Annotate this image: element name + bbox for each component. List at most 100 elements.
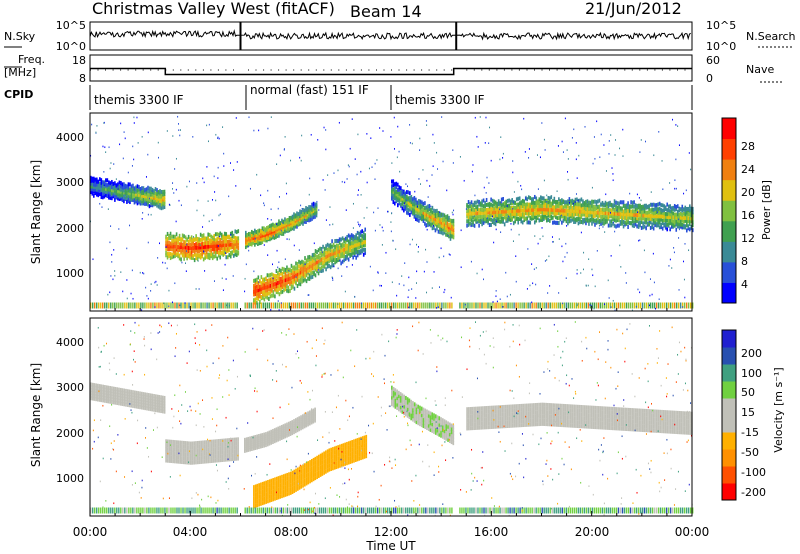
- power-cell: [308, 302, 311, 309]
- power-cell: [597, 199, 599, 204]
- power-cell: [634, 222, 637, 227]
- power-cell: [445, 302, 447, 309]
- power-cell: [293, 219, 295, 224]
- power-cell: [235, 242, 238, 247]
- velocity-cell: [301, 425, 304, 430]
- power-cell: [139, 201, 142, 206]
- power-cell: [487, 218, 489, 223]
- power-cell: [304, 261, 306, 266]
- power-noise: [356, 231, 358, 233]
- power-cell: [419, 211, 422, 216]
- power-noise: [337, 169, 339, 172]
- power-cell: [427, 207, 429, 212]
- power-noise: [495, 228, 497, 231]
- power-noise: [178, 123, 180, 125]
- power-cell: [494, 206, 497, 211]
- power-cell: [622, 224, 625, 229]
- velocity-cell: [332, 454, 334, 459]
- power-noise: [369, 265, 371, 268]
- power-noise: [298, 249, 300, 251]
- power-cell: [576, 197, 578, 202]
- velocity-cell: [318, 458, 320, 463]
- power-cell: [607, 302, 610, 309]
- power-cell: [684, 208, 687, 213]
- power-cell: [299, 267, 302, 272]
- power-noise: [437, 306, 439, 308]
- power-cell: [394, 191, 396, 196]
- power-cell: [591, 203, 593, 208]
- power-cell: [332, 242, 335, 247]
- power-cell: [310, 271, 312, 276]
- power-noise: [218, 214, 220, 217]
- power-cell: [397, 302, 399, 309]
- velocity-cell: [249, 447, 251, 452]
- power-cell: [319, 258, 321, 263]
- power-cell: [500, 219, 503, 224]
- velocity-cell: [149, 398, 152, 403]
- power-noise: [443, 255, 445, 258]
- power-cell: [586, 203, 589, 208]
- power-cell: [274, 273, 276, 278]
- power-cell: [442, 216, 444, 221]
- power-cell: [652, 221, 655, 226]
- power-cell: [599, 302, 602, 309]
- power-cell: [445, 228, 447, 233]
- velocity-cell: [300, 480, 303, 485]
- power-noise: [157, 141, 159, 144]
- power-cell: [314, 202, 316, 207]
- power-cell: [148, 186, 151, 191]
- velocity-cell: [286, 484, 289, 489]
- velocity-cell: [294, 429, 297, 434]
- power-cell: [647, 302, 650, 309]
- power-cell: [612, 214, 614, 219]
- power-noise: [534, 235, 536, 237]
- power-cell: [467, 219, 470, 224]
- power-cell: [655, 206, 658, 211]
- power-cell: [294, 213, 297, 218]
- velocity-cell: [254, 441, 257, 446]
- power-cell: [177, 254, 179, 259]
- velocity-cell: [121, 399, 124, 404]
- power-cell: [422, 201, 425, 206]
- velocity-cell: [231, 437, 234, 442]
- power-cell: [472, 202, 474, 207]
- power-cell: [583, 302, 586, 309]
- velocity-cell: [270, 438, 273, 443]
- power-cell: [148, 195, 151, 200]
- power-cell: [530, 200, 533, 205]
- velocity-cell: [93, 391, 96, 396]
- power-cell: [567, 212, 569, 217]
- velocity-cell: [273, 434, 276, 439]
- power-cell: [613, 214, 616, 219]
- power-cell: [561, 204, 563, 209]
- power-noise: [515, 280, 517, 283]
- power-cell: [106, 189, 109, 194]
- power-noise: [391, 212, 393, 215]
- power-noise: [678, 218, 680, 221]
- power-cell: [293, 286, 296, 291]
- power-noise: [640, 139, 642, 141]
- power-cell: [169, 256, 172, 261]
- velocity-cell: [111, 394, 113, 399]
- power-cell: [449, 236, 452, 241]
- power-cell: [291, 222, 294, 227]
- power-colorbar-swatch: [722, 179, 736, 201]
- power-cell: [308, 254, 311, 259]
- power-cell: [533, 211, 536, 216]
- power-cell: [277, 290, 279, 295]
- velocity-cell: [223, 442, 225, 447]
- velocity-cell: [314, 464, 317, 469]
- power-cell: [234, 229, 237, 234]
- power-cell: [322, 256, 324, 261]
- power-cell: [281, 218, 283, 223]
- velocity-cell: [109, 388, 112, 393]
- power-cell: [553, 205, 556, 210]
- power-cell: [591, 210, 593, 215]
- velocity-cell: [109, 394, 112, 399]
- velocity-cell: [265, 440, 267, 445]
- power-noise: [360, 170, 362, 173]
- power-noise: [150, 283, 152, 285]
- velocity-cell: [265, 432, 267, 437]
- power-cell: [391, 179, 393, 184]
- power-noise: [332, 279, 334, 281]
